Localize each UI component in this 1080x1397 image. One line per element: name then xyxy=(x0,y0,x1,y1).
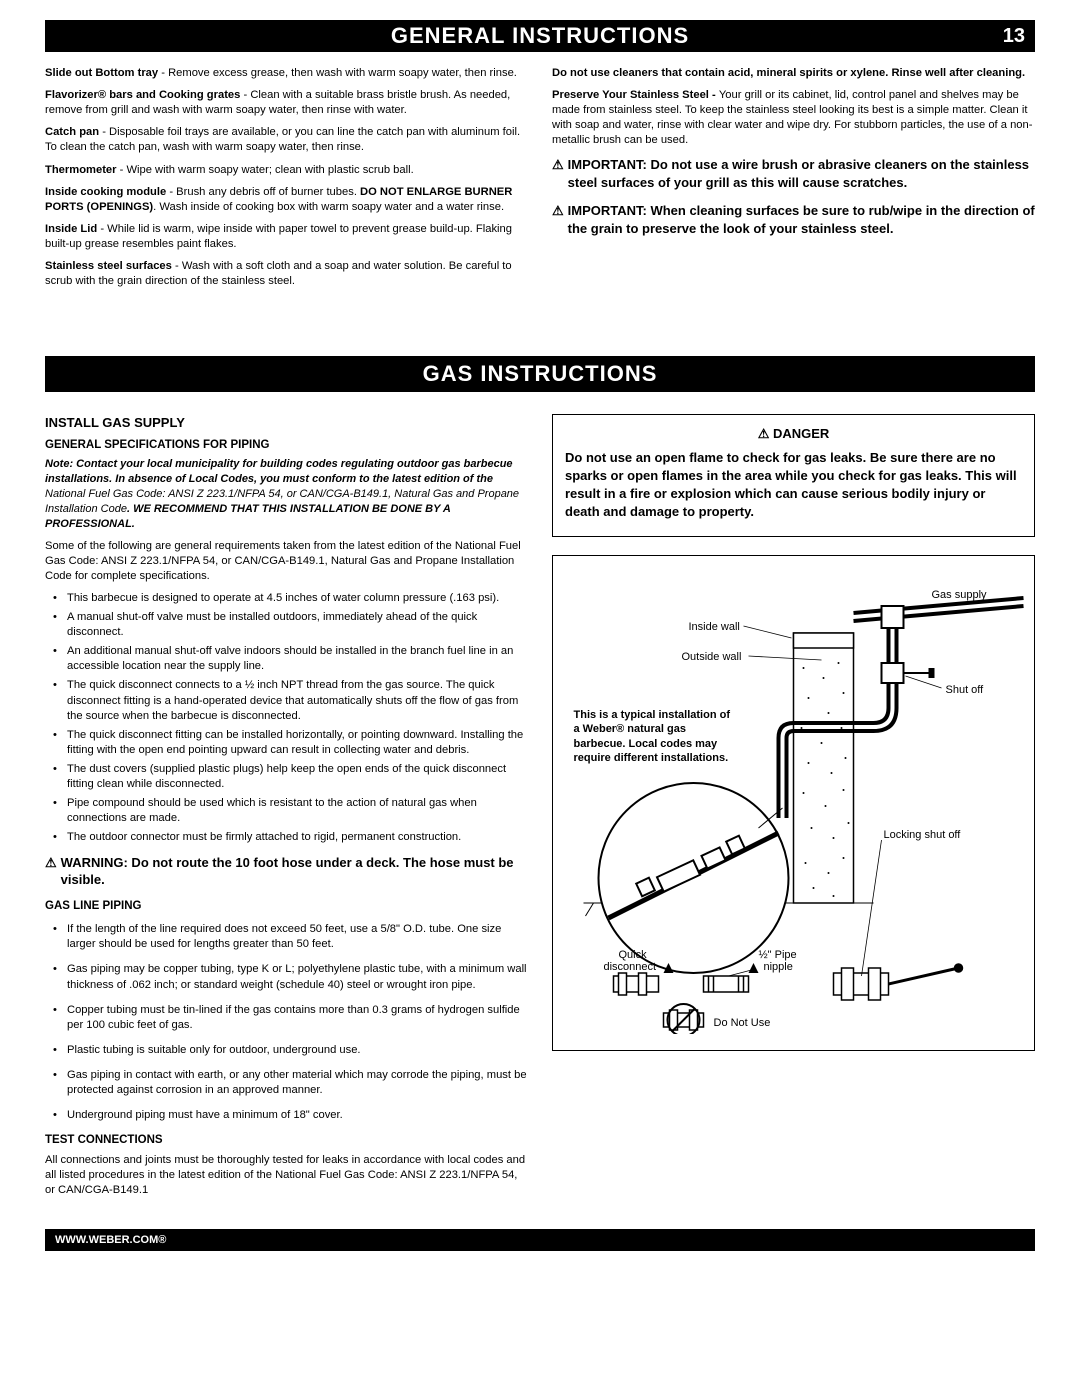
bullet-item: If the length of the line required does … xyxy=(67,922,528,952)
important-1: ⚠IMPORTANT: Do not use a wire brush or a… xyxy=(552,156,1035,192)
bullet-item: The quick disconnect fitting can be inst… xyxy=(67,728,528,758)
danger-box: ⚠ DANGER Do not use an open flame to che… xyxy=(552,414,1035,536)
text: IMPORTANT: When cleaning surfaces be sur… xyxy=(568,202,1035,238)
label-stainless: Stainless steel surfaces xyxy=(45,260,172,272)
gas-line-heading: GAS LINE PIPING xyxy=(45,899,528,915)
gasline-bullets: If the length of the line required does … xyxy=(45,922,528,1123)
label-catch-pan: Catch pan xyxy=(45,126,99,138)
label-thermometer: Thermometer xyxy=(45,164,117,176)
label-do-not-use: Do Not Use xyxy=(714,1017,771,1029)
text: - Disposable foil trays are available, o… xyxy=(45,126,520,153)
test-body: All connections and joints must be thoro… xyxy=(45,1153,528,1198)
bullet-item: The outdoor connector must be firmly att… xyxy=(67,830,528,845)
important-2: ⚠IMPORTANT: When cleaning surfaces be su… xyxy=(552,202,1035,238)
installation-diagram: Inside wall Outside wall Gas supply Shut… xyxy=(552,555,1035,1052)
bullet-item: A manual shut-off valve must be installe… xyxy=(67,610,528,640)
label-cooking-module: Inside cooking module xyxy=(45,186,166,198)
label-preserve: Preserve Your Stainless Steel - xyxy=(552,89,719,101)
spec-piping-heading: GENERAL SPECIFICATIONS FOR PIPING xyxy=(45,438,528,454)
warning-icon: ⚠ xyxy=(45,854,57,889)
text: - Remove excess grease, then wash with w… xyxy=(158,67,517,79)
warning-icon: ⚠ xyxy=(552,202,564,238)
bullet-item: The dust covers (supplied plastic plugs)… xyxy=(67,762,528,792)
label-quick: Quick xyxy=(619,949,648,961)
footer-bar: WWW.WEBER.COM® xyxy=(45,1229,1035,1251)
label-inside-lid: Inside Lid xyxy=(45,223,97,235)
bullet-item: An additional manual shut-off valve indo… xyxy=(67,644,528,674)
spec-bullets: This barbecue is designed to operate at … xyxy=(45,591,528,846)
bullet-item: Underground piping must have a minimum o… xyxy=(67,1108,528,1123)
text: - Brush any debris off of burner tubes. xyxy=(166,186,360,198)
label-gas-supply: Gas supply xyxy=(932,589,988,601)
warning-icon: ⚠ xyxy=(552,156,564,192)
diagram-svg: Inside wall Outside wall Gas supply Shut… xyxy=(563,568,1024,1034)
general-instructions-header: GENERAL INSTRUCTIONS 13 xyxy=(45,20,1035,52)
text: Note: Contact your local municipality fo… xyxy=(45,458,513,485)
text: - Wipe with warm soapy water; clean with… xyxy=(117,164,414,176)
label-pipe2: nipple xyxy=(764,961,793,973)
piping-note: Note: Contact your local municipality fo… xyxy=(45,457,528,531)
intro-text: Some of the following are general requir… xyxy=(45,539,528,584)
label-pipe1: ½" Pipe xyxy=(759,949,797,961)
bullet-item: Pipe compound should be used which is re… xyxy=(67,796,528,826)
text: . Wash inside of cooking box with warm s… xyxy=(153,201,504,213)
gas-left-col: INSTALL GAS SUPPLY GENERAL SPECIFICATION… xyxy=(45,414,528,1205)
bullet-item: This barbecue is designed to operate at … xyxy=(67,591,528,606)
page-number: 13 xyxy=(1003,25,1025,48)
header-title: GENERAL INSTRUCTIONS xyxy=(391,23,689,49)
label-flavorizer: Flavorizer® bars and Cooking grates xyxy=(45,89,240,101)
text: - While lid is warm, wipe inside with pa… xyxy=(45,223,512,250)
general-instructions-body: Slide out Bottom tray - Remove excess gr… xyxy=(45,66,1035,296)
danger-title: ⚠ DANGER xyxy=(565,425,1022,443)
label-disconnect: disconnect xyxy=(604,961,657,973)
text: IMPORTANT: Do not use a wire brush or ab… xyxy=(568,156,1035,192)
footer-text: WWW.WEBER.COM® xyxy=(55,1234,166,1246)
general-left-col: Slide out Bottom tray - Remove excess gr… xyxy=(45,66,528,296)
general-right-col: Do not use cleaners that contain acid, m… xyxy=(552,66,1035,296)
bullet-item: Copper tubing must be tin-lined if the g… xyxy=(67,1003,528,1033)
danger-body: Do not use an open flame to check for ga… xyxy=(565,449,1022,522)
hose-warning: ⚠WARNING: Do not route the 10 foot hose … xyxy=(45,854,528,889)
label-inside-wall: Inside wall xyxy=(689,621,740,633)
label-outside-wall: Outside wall xyxy=(682,651,742,663)
install-gas-heading: INSTALL GAS SUPPLY xyxy=(45,414,528,432)
gas-right-col: ⚠ DANGER Do not use an open flame to che… xyxy=(552,414,1035,1205)
test-connections-heading: TEST CONNECTIONS xyxy=(45,1133,528,1149)
label-shut-off: Shut off xyxy=(946,684,985,696)
section-title: GAS INSTRUCTIONS xyxy=(423,361,658,387)
gas-instructions-body: INSTALL GAS SUPPLY GENERAL SPECIFICATION… xyxy=(45,414,1035,1205)
bullet-item: Gas piping in contact with earth, or any… xyxy=(67,1068,528,1098)
label-locking: Locking shut off xyxy=(884,829,962,841)
gas-instructions-header: GAS INSTRUCTIONS xyxy=(45,356,1035,392)
bullet-item: The quick disconnect connects to a ½ inc… xyxy=(67,678,528,723)
cleaner-warning: Do not use cleaners that contain acid, m… xyxy=(552,66,1035,81)
bullet-item: Gas piping may be copper tubing, type K … xyxy=(67,962,528,992)
typical-installation-note: This is a typical installation of a Webe… xyxy=(574,708,739,765)
bullet-item: Plastic tubing is suitable only for outd… xyxy=(67,1043,528,1058)
label-bottom-tray: Slide out Bottom tray xyxy=(45,67,158,79)
text: WARNING: Do not route the 10 foot hose u… xyxy=(61,854,528,889)
